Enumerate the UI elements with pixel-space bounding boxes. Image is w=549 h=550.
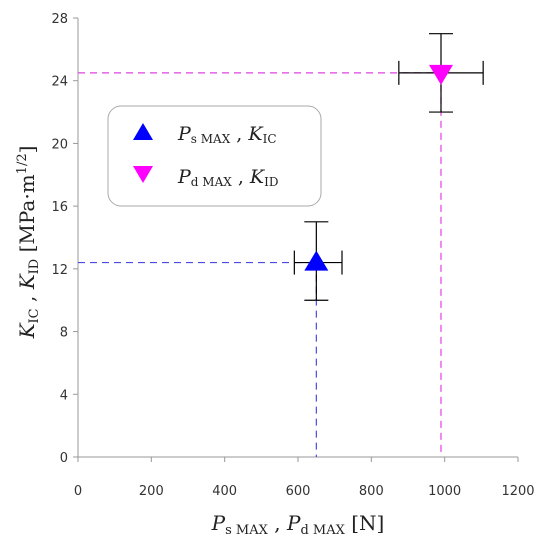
y-axis-ticks: 0 4 8 12 16 20 24 28 [51, 12, 78, 466]
axes [77, 18, 518, 458]
y-tick-label: 24 [51, 75, 68, 90]
y-tick-label: 16 [51, 200, 68, 215]
y-tick-label: 28 [51, 12, 68, 27]
x-tick-label: 600 [286, 484, 311, 499]
xlabel-unit: [N] [345, 511, 384, 535]
legend-1-p-sub: s MAX [191, 132, 231, 146]
error-bars [293, 33, 484, 301]
data-markers [304, 64, 453, 271]
ylabel-k1: K [15, 322, 39, 339]
legend-marker-triangle-up [133, 123, 153, 140]
ylabel-k2-sub: ID [27, 259, 42, 275]
y-axis-title: KIC , KID [MPa·m1/2] [15, 146, 42, 340]
xlabel-p2-sub: d MAX [300, 523, 345, 538]
x-tick-label: 0 [74, 484, 82, 499]
x-axis-ticks: 0 200 400 600 800 1000 1200 [74, 457, 535, 499]
legend-1-p: P [177, 123, 192, 145]
y-tick-label: 12 [51, 263, 68, 278]
legend-2-k: K [249, 166, 266, 188]
x-tick-label: 800 [359, 484, 384, 499]
legend-2-p: P [177, 166, 192, 188]
ylabel-sep1: , [15, 289, 39, 308]
legend-1-k-sub: IC [263, 132, 277, 146]
xlabel-p2: P [286, 511, 301, 535]
xlabel-sep1: , [268, 511, 287, 535]
legend-1-k: K [247, 123, 264, 145]
data-point-triangle-down [429, 64, 453, 85]
y-tick-label: 0 [60, 451, 68, 466]
legend-2-p-sub: d MAX [191, 175, 232, 189]
x-axis-title: Ps MAX , Pd MAX [N] [211, 511, 385, 538]
x-tick-label: 200 [139, 484, 164, 499]
xlabel-p1: P [211, 511, 226, 535]
legend-marker-triangle-down [133, 166, 153, 183]
legend: Ps MAX , KIC Pd MAX , KID [107, 105, 322, 207]
legend-label-2: Pd MAX , KID [177, 166, 279, 189]
legend-box [107, 105, 322, 207]
y-tick-label: 4 [60, 388, 68, 403]
legend-label-1: Ps MAX , KIC [177, 123, 277, 146]
y-tick-label: 20 [51, 137, 68, 152]
ylabel-unit-sup: 1/2 [15, 153, 30, 174]
guide-lines [78, 72, 442, 457]
legend-2-k-sub: ID [264, 175, 278, 189]
ylabel-unit-end: ] [15, 146, 39, 154]
ylabel-k1-sub: IC [27, 308, 42, 323]
data-point-triangle-up [304, 250, 329, 271]
y-tick-label: 8 [60, 326, 68, 341]
ylabel-unit: [MPa·m [15, 174, 39, 258]
ylabel-k2: K [15, 273, 39, 290]
x-tick-label: 1200 [501, 484, 534, 499]
x-tick-label: 1000 [428, 484, 461, 499]
x-tick-label: 400 [212, 484, 237, 499]
legend-1-sep: , [230, 123, 248, 145]
legend-2-sep: , [232, 166, 250, 188]
xlabel-p1-sub: s MAX [225, 523, 269, 538]
